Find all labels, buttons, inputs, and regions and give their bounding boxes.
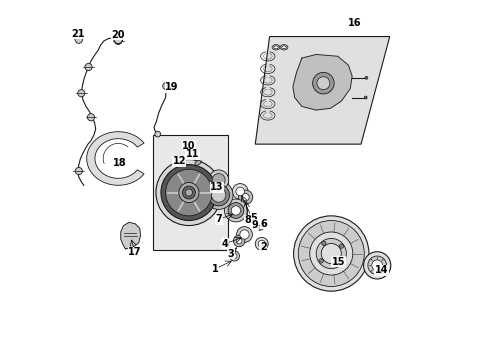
Circle shape <box>227 203 244 219</box>
Circle shape <box>75 167 82 175</box>
Polygon shape <box>255 37 389 144</box>
Text: 10: 10 <box>182 141 195 151</box>
Text: 6: 6 <box>260 219 266 229</box>
Circle shape <box>165 169 212 216</box>
Circle shape <box>115 37 122 44</box>
Polygon shape <box>292 54 351 110</box>
Text: 12: 12 <box>172 156 185 166</box>
Circle shape <box>242 194 249 201</box>
Circle shape <box>85 63 92 71</box>
Circle shape <box>258 240 265 247</box>
Polygon shape <box>86 132 144 185</box>
Circle shape <box>312 72 333 94</box>
Text: 17: 17 <box>128 247 142 257</box>
Circle shape <box>231 253 237 258</box>
Circle shape <box>182 186 195 199</box>
Circle shape <box>336 261 340 266</box>
Circle shape <box>309 232 352 275</box>
Circle shape <box>298 221 364 287</box>
Text: 9: 9 <box>251 220 258 230</box>
Ellipse shape <box>249 218 254 223</box>
Circle shape <box>156 159 222 226</box>
Circle shape <box>371 260 382 271</box>
Text: 20: 20 <box>111 30 125 40</box>
Text: 19: 19 <box>165 82 179 93</box>
Ellipse shape <box>281 46 285 49</box>
Circle shape <box>239 230 249 239</box>
Text: 5: 5 <box>249 213 256 222</box>
Circle shape <box>364 96 366 99</box>
Ellipse shape <box>280 45 287 50</box>
Circle shape <box>114 35 122 44</box>
Polygon shape <box>121 222 140 249</box>
Text: 14: 14 <box>374 265 387 275</box>
Circle shape <box>367 256 386 275</box>
Circle shape <box>236 238 242 244</box>
Text: 11: 11 <box>185 149 199 159</box>
Text: 21: 21 <box>71 29 85 39</box>
Circle shape <box>208 170 228 190</box>
Ellipse shape <box>271 45 280 50</box>
Circle shape <box>258 225 262 229</box>
Circle shape <box>185 189 192 196</box>
Circle shape <box>163 82 169 90</box>
Text: 4: 4 <box>221 239 228 249</box>
Circle shape <box>212 174 224 186</box>
Circle shape <box>179 183 199 203</box>
Circle shape <box>78 90 85 97</box>
Circle shape <box>321 243 341 264</box>
Ellipse shape <box>273 46 278 49</box>
Circle shape <box>204 181 233 210</box>
Circle shape <box>316 238 346 269</box>
Circle shape <box>339 244 343 248</box>
Circle shape <box>232 184 247 199</box>
Circle shape <box>235 187 244 196</box>
Circle shape <box>364 76 367 79</box>
Ellipse shape <box>75 33 82 43</box>
Circle shape <box>207 184 229 206</box>
Polygon shape <box>153 135 228 250</box>
Text: 2: 2 <box>259 242 266 252</box>
Circle shape <box>293 216 368 291</box>
Text: 16: 16 <box>347 18 361 28</box>
Circle shape <box>224 199 247 222</box>
Circle shape <box>363 252 390 279</box>
Text: 8: 8 <box>244 215 251 225</box>
Circle shape <box>236 226 252 242</box>
Circle shape <box>321 241 325 246</box>
Circle shape <box>255 237 267 250</box>
Circle shape <box>316 77 329 90</box>
Circle shape <box>233 235 244 247</box>
Ellipse shape <box>195 160 201 165</box>
Text: 7: 7 <box>215 215 222 224</box>
Text: 3: 3 <box>227 248 234 258</box>
Text: 1: 1 <box>211 264 218 274</box>
Ellipse shape <box>251 219 253 221</box>
Text: 13: 13 <box>210 182 223 192</box>
Circle shape <box>318 259 323 263</box>
Text: 18: 18 <box>113 158 126 168</box>
Circle shape <box>211 188 225 202</box>
Circle shape <box>238 190 252 204</box>
Circle shape <box>161 165 217 221</box>
Circle shape <box>231 206 240 215</box>
Circle shape <box>87 114 94 121</box>
Text: 15: 15 <box>331 257 345 267</box>
Circle shape <box>155 131 160 137</box>
Circle shape <box>229 251 239 261</box>
